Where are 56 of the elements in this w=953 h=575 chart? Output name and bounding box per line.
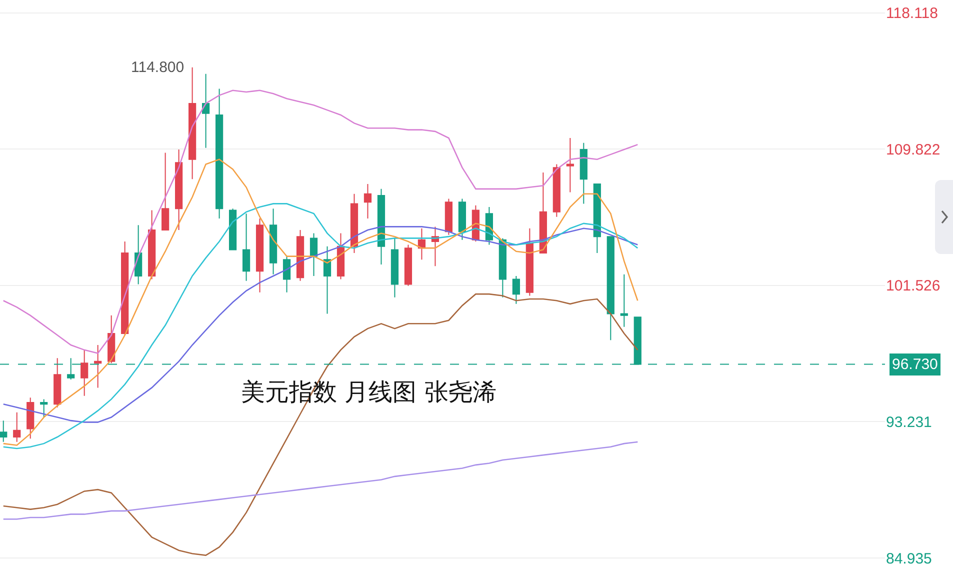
y-tick-label: 84.935 [886, 550, 932, 568]
candlestick [162, 152, 170, 230]
candlestick [458, 198, 466, 240]
candlestick [0, 420, 8, 442]
y-tick-label: 93.231 [886, 414, 932, 431]
candlestick [336, 232, 345, 280]
candlestick [566, 138, 574, 193]
candlestick [40, 398, 48, 418]
candlestick [215, 88, 224, 219]
candlestick [498, 238, 506, 298]
annotation: 美元指数 月线图 张尧浠 [241, 378, 496, 406]
candlestick [54, 358, 62, 408]
line-series [2, 158, 638, 446]
candlestick [323, 246, 332, 314]
line-series [2, 226, 638, 423]
candlestick [148, 210, 156, 280]
candlestick [242, 213, 250, 282]
candlestick [620, 274, 628, 328]
candlestick [80, 349, 88, 396]
candlestick [175, 149, 183, 230]
line-series [2, 90, 638, 354]
y-tick-label: 101.526 [886, 278, 940, 295]
candlestick [444, 198, 453, 236]
candlestick [390, 238, 399, 298]
candlestick [121, 241, 129, 336]
candlestick [552, 164, 560, 218]
candlestick [202, 73, 210, 148]
annotation: 114.800 [131, 59, 184, 76]
line-series [2, 441, 638, 520]
candlestick [418, 228, 426, 260]
candlestick [94, 344, 102, 388]
candlestick [310, 232, 318, 276]
candlestick [526, 228, 534, 296]
candlestick [188, 66, 196, 180]
candlestick [26, 397, 34, 440]
candlestick [13, 412, 21, 442]
candlestick [512, 276, 520, 304]
candlestick [364, 184, 372, 219]
candlestick [350, 193, 358, 254]
line-series [2, 293, 638, 556]
ref-line-label: 96.730 [892, 356, 938, 373]
candlestick [256, 218, 264, 293]
candlestick [296, 230, 304, 282]
y-tick-label: 109.822 [886, 141, 940, 158]
candlestick [539, 172, 547, 254]
candlestick [404, 244, 412, 286]
candlestick [606, 236, 614, 341]
candlestick [580, 142, 588, 204]
candlestick [269, 208, 278, 275]
candlestick [228, 208, 237, 250]
candlestick [134, 224, 142, 285]
candlestick [282, 256, 291, 293]
candlestick [593, 184, 601, 254]
line-series [2, 203, 638, 450]
candlestick [377, 188, 386, 265]
y-tick-label: 118.118 [886, 5, 938, 22]
